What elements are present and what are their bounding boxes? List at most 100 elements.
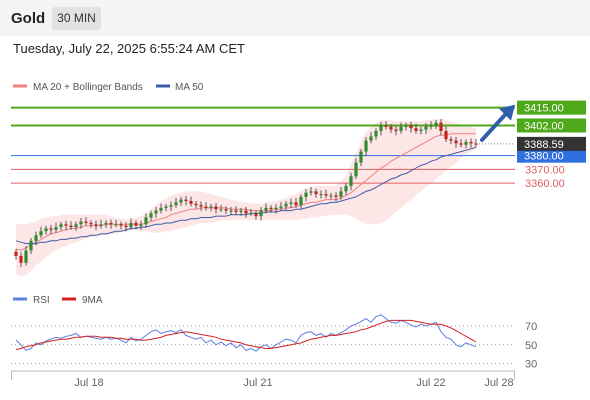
candle bbox=[254, 210, 258, 220]
candle bbox=[89, 220, 93, 228]
legend-label-rsi: RSI bbox=[33, 295, 50, 306]
candle bbox=[299, 194, 303, 209]
legend-label-ma50: MA 50 bbox=[175, 82, 204, 93]
candle-body bbox=[134, 222, 138, 226]
candle bbox=[184, 196, 188, 206]
candle-body bbox=[439, 122, 443, 131]
legend-swatch-rsi-ma bbox=[62, 297, 76, 301]
candle-body bbox=[454, 140, 458, 144]
candle bbox=[449, 136, 453, 145]
candle-body bbox=[24, 250, 28, 263]
candle-body bbox=[424, 126, 428, 130]
candle-body bbox=[239, 210, 243, 212]
candle bbox=[249, 208, 253, 217]
candle-body bbox=[309, 191, 313, 193]
candle bbox=[384, 121, 388, 130]
legend-swatch-rsi bbox=[13, 297, 27, 301]
x-tick-label-jul-22: Jul 22 bbox=[416, 377, 445, 389]
candle bbox=[19, 252, 23, 268]
candle-body bbox=[374, 130, 378, 137]
candle-body bbox=[414, 128, 418, 131]
candle-body bbox=[94, 224, 98, 226]
candle bbox=[409, 121, 413, 133]
candle-body bbox=[394, 129, 398, 131]
rsi-plot-area: 70 50 30 bbox=[11, 314, 537, 371]
candle-body bbox=[259, 210, 263, 217]
candle-body bbox=[49, 228, 53, 230]
candle-body bbox=[344, 185, 348, 192]
candle-body bbox=[254, 213, 258, 217]
candle-body bbox=[29, 240, 33, 251]
candle bbox=[444, 126, 448, 142]
candle bbox=[419, 126, 423, 135]
candle bbox=[464, 139, 468, 149]
candle bbox=[204, 202, 208, 211]
candle bbox=[279, 202, 283, 211]
level-label-3415: 3415.00 bbox=[524, 103, 564, 115]
candle bbox=[74, 221, 78, 231]
level-label-3380: 3380.00 bbox=[524, 151, 564, 163]
candle bbox=[359, 148, 363, 167]
candle-body bbox=[279, 206, 283, 208]
candle bbox=[344, 183, 348, 195]
candle bbox=[84, 217, 88, 226]
candle bbox=[174, 197, 178, 208]
candle-body bbox=[89, 222, 93, 225]
candle bbox=[399, 122, 403, 134]
candle-body bbox=[199, 205, 203, 207]
level-tag-3380 bbox=[517, 148, 586, 163]
last-price-tag bbox=[517, 136, 586, 151]
candle bbox=[99, 219, 103, 229]
candle bbox=[169, 201, 173, 211]
rsi-legend: RSI 9MA bbox=[13, 295, 103, 306]
rsi-tick-label-30: 30 bbox=[525, 359, 537, 371]
candle-body bbox=[399, 126, 403, 131]
candle bbox=[439, 119, 443, 136]
candle-body bbox=[354, 162, 358, 177]
candle-body bbox=[264, 207, 268, 211]
candle-body bbox=[119, 224, 123, 226]
candle bbox=[424, 123, 428, 134]
candle bbox=[414, 123, 418, 134]
candle-body bbox=[114, 224, 118, 226]
candle bbox=[294, 197, 298, 208]
candle-body bbox=[289, 202, 293, 204]
candle-body bbox=[154, 210, 158, 214]
candle bbox=[194, 200, 198, 209]
candle bbox=[64, 220, 68, 231]
candle bbox=[14, 249, 18, 260]
candle-body bbox=[384, 125, 388, 127]
x-tick-label-jul-21: Jul 21 bbox=[243, 377, 272, 389]
candle bbox=[364, 136, 368, 156]
timeframe-button[interactable]: 30 MIN bbox=[52, 7, 101, 30]
candle-body bbox=[329, 195, 333, 197]
timestamp: Tuesday, July 22, 2025 6:55:24 AM CET bbox=[13, 41, 245, 56]
candle bbox=[244, 207, 248, 218]
candle-body bbox=[234, 210, 238, 212]
candle-body bbox=[39, 231, 43, 236]
candle bbox=[259, 207, 263, 221]
candle-body bbox=[184, 199, 188, 201]
candle-body bbox=[284, 203, 288, 207]
candle-body bbox=[434, 122, 438, 126]
candle-body bbox=[169, 205, 173, 207]
x-axis: Jul 18 Jul 21 Jul 22 Jul 28 bbox=[11, 370, 515, 389]
candle bbox=[314, 188, 318, 198]
candle-body bbox=[299, 196, 303, 206]
candle bbox=[349, 172, 353, 191]
candle-body bbox=[369, 136, 373, 141]
candle bbox=[264, 203, 268, 214]
candle bbox=[104, 220, 108, 228]
candle bbox=[34, 231, 38, 246]
level-label-3402: 3402.00 bbox=[524, 120, 564, 132]
candle bbox=[284, 200, 288, 211]
candle bbox=[434, 119, 438, 130]
candle bbox=[459, 138, 463, 148]
candle-body bbox=[359, 151, 363, 163]
candle-body bbox=[159, 207, 163, 211]
candle-body bbox=[304, 192, 308, 197]
candle bbox=[369, 132, 373, 144]
candle bbox=[209, 203, 213, 212]
candle bbox=[24, 246, 28, 266]
candle bbox=[229, 207, 233, 215]
